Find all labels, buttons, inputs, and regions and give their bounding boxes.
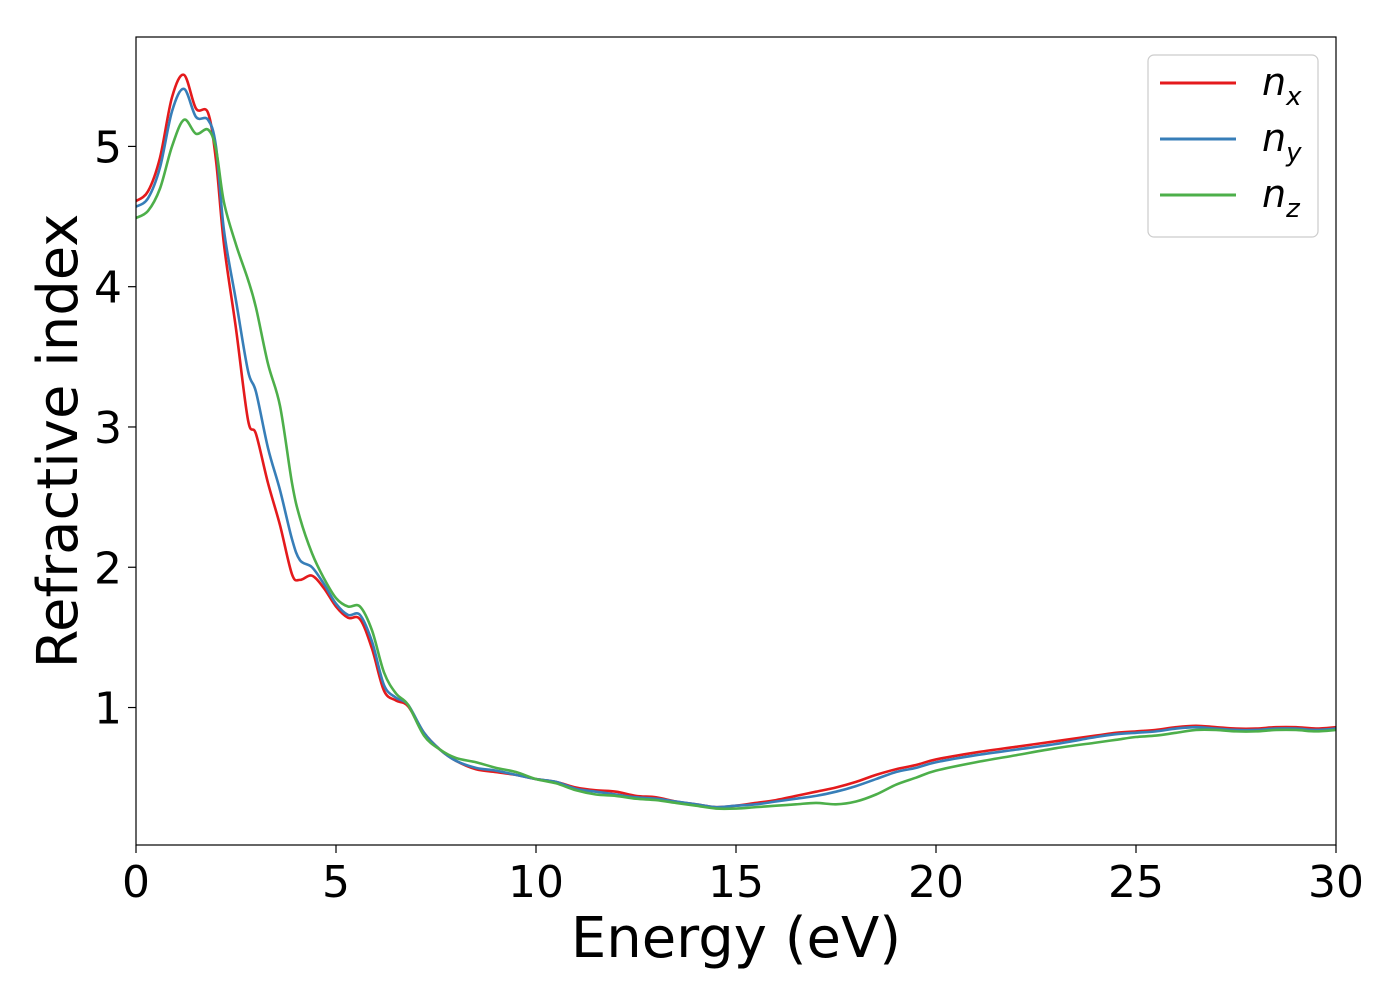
x-tick-label: 15 — [708, 857, 764, 908]
series-layer — [136, 73, 1336, 811]
y-tick-label: 4 — [94, 263, 122, 314]
series-line-x — [136, 73, 1336, 809]
y-tick-label: 1 — [94, 684, 122, 735]
x-tick-label: 30 — [1308, 857, 1364, 908]
series-line-y — [136, 87, 1336, 809]
legend-label-z: nz — [1262, 172, 1301, 224]
series-line-z — [136, 118, 1336, 811]
x-axis-title: Energy (eV) — [571, 906, 901, 971]
y-axis: 1 2 3 4 5 — [94, 122, 136, 735]
x-tick-label: 25 — [1108, 857, 1164, 908]
legend-label-x: nx — [1262, 60, 1302, 112]
x-tick-label: 20 — [908, 857, 964, 908]
x-tick-label: 5 — [322, 857, 350, 908]
legend-label-y: ny — [1262, 116, 1302, 168]
y-tick-label: 5 — [94, 122, 122, 173]
x-tick-label: 0 — [122, 857, 150, 908]
y-axis-title: Refractive index — [26, 214, 91, 669]
x-tick-label: 10 — [508, 857, 564, 908]
x-axis: 0 5 10 15 20 25 30 — [122, 845, 1364, 908]
legend-box — [1147, 54, 1319, 238]
y-tick-label: 2 — [94, 543, 122, 594]
y-tick-label: 3 — [94, 403, 122, 454]
